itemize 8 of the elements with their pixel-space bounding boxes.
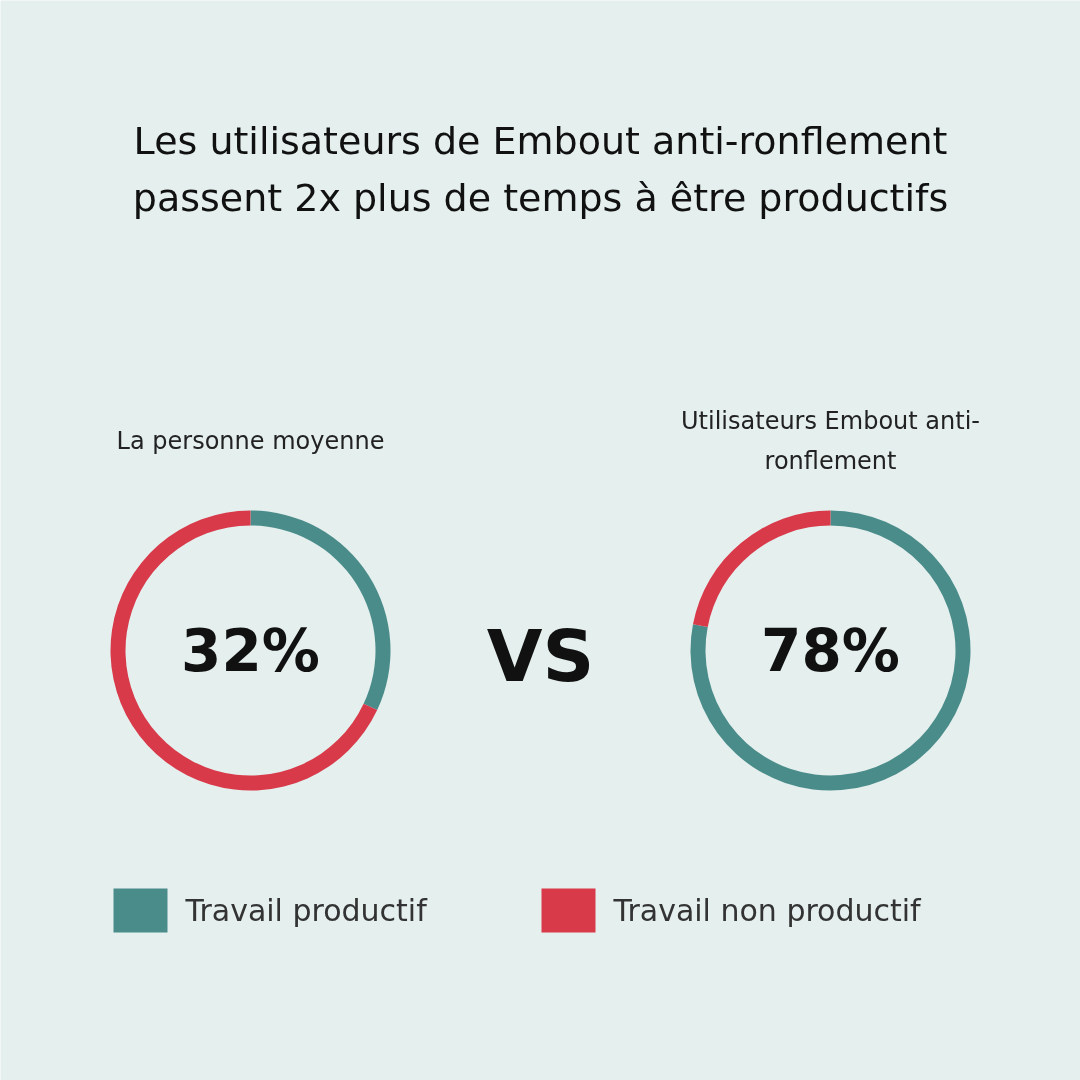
legend-label: Travail non productif <box>612 893 923 928</box>
text: VS <box>486 613 595 698</box>
data-label: 32% <box>181 616 320 685</box>
data-label: 78% <box>761 616 900 685</box>
slice-label: La personne moyenne <box>116 426 385 455</box>
legend-label: Travail productif <box>184 893 429 928</box>
chart-title: Les utilisateurs de Embout anti-ronflement passent 2x plus de temps à être productifs <box>132 118 949 220</box>
slice-label: Utilisateurs Embout anti-ronflement <box>681 406 980 475</box>
